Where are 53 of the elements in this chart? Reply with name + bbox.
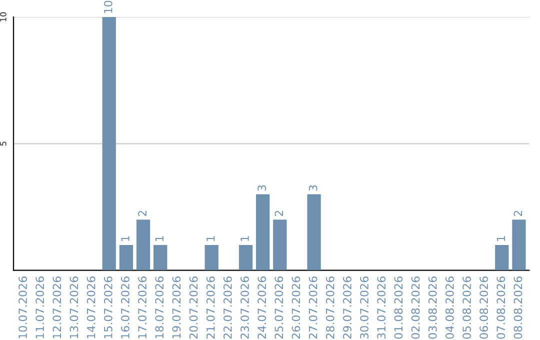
data-label: 2 bbox=[274, 210, 283, 216]
x-tick-label: 19.07.2026 bbox=[172, 276, 181, 338]
x-tick-label: 28.07.2026 bbox=[326, 276, 334, 339]
x-tick-label: 26.07.2026 bbox=[292, 276, 300, 339]
bar bbox=[273, 220, 287, 270]
bar bbox=[256, 194, 270, 270]
data-label: 1 bbox=[206, 236, 215, 241]
x-tick-label: 13.07.2026 bbox=[70, 276, 78, 338]
x-tick-label: 05.08.2026 bbox=[462, 276, 471, 339]
bar bbox=[154, 244, 168, 270]
x-tick-label: 14.07.2026 bbox=[86, 276, 96, 338]
x-tick-label: 20.07.2026 bbox=[189, 276, 198, 339]
x-tick-label: 06.08.2026 bbox=[480, 276, 488, 339]
x-tick-label: 29.07.2026 bbox=[343, 276, 352, 339]
x-tick-label: 08.08.2026 bbox=[514, 276, 522, 339]
bar bbox=[307, 194, 321, 270]
data-label: 1 bbox=[121, 236, 130, 241]
x-tick-label: 17.07.2026 bbox=[138, 276, 147, 338]
x-tick-label: 18.07.2026 bbox=[155, 276, 164, 338]
x-tick-label: 16.07.2026 bbox=[121, 276, 130, 338]
bar bbox=[204, 244, 218, 270]
data-label: 10 bbox=[104, 0, 112, 13]
data-label: 3 bbox=[308, 185, 318, 191]
x-tick-label: 11.07.2026 bbox=[36, 276, 44, 338]
data-label: 3 bbox=[258, 185, 266, 191]
bar bbox=[119, 244, 134, 270]
bar bbox=[495, 244, 509, 270]
data-label: 2 bbox=[138, 210, 146, 216]
x-tick-label: 15.07.2026 bbox=[104, 276, 112, 338]
x-tick-label: 24.07.2026 bbox=[258, 276, 266, 339]
bar bbox=[238, 244, 253, 270]
data-label: 1 bbox=[240, 236, 249, 241]
data-label: 1 bbox=[496, 236, 505, 241]
x-tick-label: 21.07.2026 bbox=[206, 276, 215, 339]
x-tick-label: 27.07.2026 bbox=[308, 276, 318, 339]
bar bbox=[102, 17, 116, 270]
x-tick-label: 10.07.2026 bbox=[18, 276, 27, 338]
x-tick-label: 02.08.2026 bbox=[411, 276, 420, 339]
x-tick-label: 22.07.2026 bbox=[223, 276, 232, 339]
bar bbox=[136, 220, 150, 270]
bar bbox=[512, 220, 526, 270]
x-tick-label: 07.08.2026 bbox=[496, 276, 506, 339]
x-tick-label: 25.07.2026 bbox=[274, 276, 284, 339]
x-tick-label: 12.07.2026 bbox=[52, 276, 62, 338]
x-tick-label: 03.08.2026 bbox=[428, 276, 437, 339]
x-tick-label: 01.08.2026 bbox=[394, 276, 403, 339]
data-label: 1 bbox=[155, 236, 164, 241]
x-tick-label: 31.07.2026 bbox=[377, 276, 386, 339]
y-tick-label: 5 bbox=[0, 142, 6, 146]
data-label: 2 bbox=[514, 210, 522, 216]
x-tick-label: 04.08.2026 bbox=[445, 276, 454, 339]
x-tick-label: 30.07.2026 bbox=[360, 276, 368, 339]
x-tick-label: 23.07.2026 bbox=[240, 276, 249, 339]
